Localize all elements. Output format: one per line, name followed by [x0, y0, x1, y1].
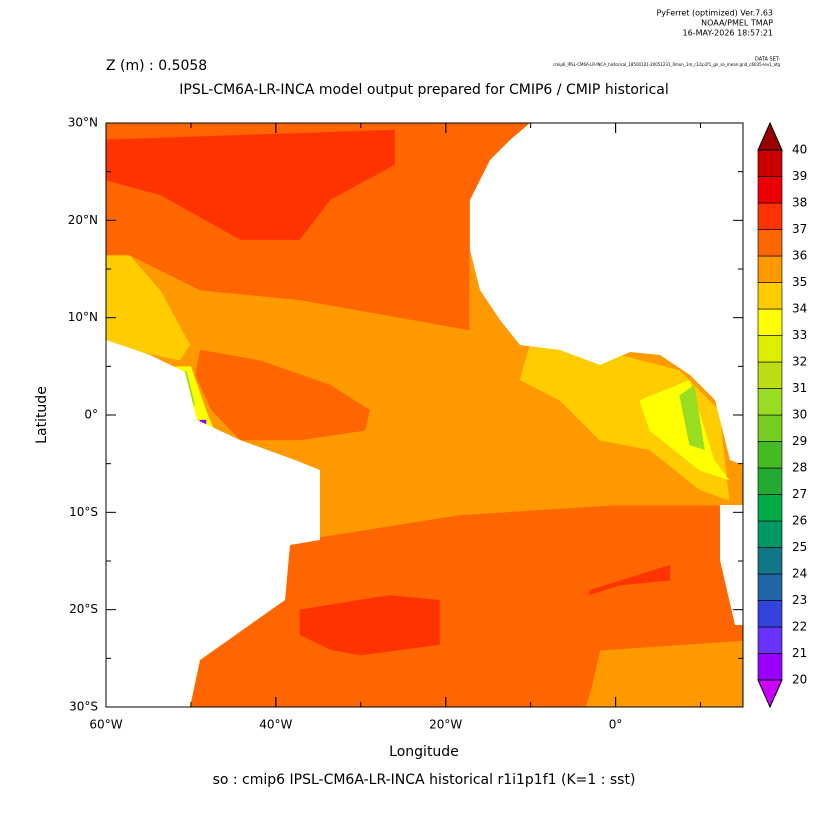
y-tick-label: 30°S [69, 700, 98, 714]
colorbar-swatch [757, 149, 783, 177]
colorbar-label: 27 [792, 487, 807, 501]
colorbar-label: 39 [792, 169, 807, 183]
y-tick-label: 30°N [68, 116, 98, 130]
colorbar-swatch [757, 467, 783, 495]
colorbar-swatch [757, 229, 783, 257]
colorbar-swatch [757, 414, 783, 442]
org: NOAA/PMEL TMAP [701, 19, 773, 28]
dataset: cmip6_IPSL-CM6A-LR-INCA_historical_18500… [553, 62, 780, 67]
salinity-region [299, 595, 440, 656]
colorbar-swatch [757, 573, 783, 601]
x-tick-label: 0° [609, 718, 623, 732]
software: PyFerret (optimized) Ver.7.63 [656, 9, 773, 18]
colorbar-swatch [757, 626, 783, 654]
colorbar-label: 22 [792, 620, 807, 634]
colorbar-label: 30 [792, 408, 807, 422]
south-america [106, 340, 320, 707]
colorbar-label: 31 [792, 381, 807, 395]
colorbar-swatch [757, 255, 783, 283]
x-tick-label: 20°W [429, 718, 462, 732]
colorbar-label: 32 [792, 355, 807, 369]
y-axis-label: Latitude [34, 386, 50, 444]
colorbar-label: 36 [792, 249, 807, 263]
date: 16-MAY-2026 18:57:21 [683, 29, 773, 38]
salinity-region [679, 384, 705, 451]
colorbar-swatch [757, 494, 783, 522]
colorbar-swatch [757, 335, 783, 363]
colorbar-swatch [757, 202, 783, 230]
colorbar-over [757, 121, 783, 151]
colorbar-swatch [757, 600, 783, 628]
salinity-region [106, 255, 191, 361]
colorbar-label: 29 [792, 434, 807, 448]
y-tick-label: 20°N [68, 213, 98, 227]
colorbar-label: 33 [792, 328, 807, 342]
land [106, 123, 743, 707]
colorbar-swatch [757, 653, 783, 681]
colorbar-under [757, 679, 783, 709]
colorbar-label: 21 [792, 646, 807, 660]
colorbar-swatch [757, 388, 783, 416]
colorbar-swatch [757, 520, 783, 548]
y-tick-label: 20°S [69, 602, 98, 616]
salinity-region [585, 640, 743, 707]
south-africa-coast [720, 505, 743, 625]
x-axis-label: Longitude [389, 744, 459, 760]
y-tick-label: 10°N [68, 310, 98, 324]
colorbar-label: 37 [792, 222, 807, 236]
colorbar-label: 28 [792, 461, 807, 475]
colorbar-label: 23 [792, 593, 807, 607]
depth: Z (m) : 0.5058 [106, 58, 207, 74]
africa [470, 123, 743, 465]
colorbar-swatch [757, 282, 783, 310]
axes: 60°W 40°W 20°W 0° 30°S 20°S 10°S 0° 10°N 20°N 30°N [68, 116, 744, 732]
colorbar-label: 35 [792, 275, 807, 289]
colorbar-swatch [757, 176, 783, 204]
colorbar-label: 20 [792, 673, 807, 687]
colorbar-swatch [757, 308, 783, 336]
y-tick-label: 0° [84, 408, 98, 422]
salinity-region [195, 349, 371, 441]
colorbar-label: 26 [792, 514, 807, 528]
colorbar-swatch [757, 361, 783, 389]
dataset-label: DATA SET: [755, 57, 780, 63]
footer: so : cmip6 IPSL-CM6A-LR-INCA historical … [213, 772, 636, 788]
x-tick-label: 60°W [89, 718, 122, 732]
salinity-region [589, 564, 670, 596]
colorbar-label: 38 [792, 196, 807, 210]
salinity-region [639, 379, 730, 481]
colorbar-label: 25 [792, 540, 807, 554]
colorbar: 20 21 22 23 24 25 26 27 28 29 30 31 32 33 34 35 36 37 38 39… [757, 121, 807, 709]
salinity-region [519, 344, 730, 501]
y-tick-label: 10°S [69, 505, 98, 519]
colorbar-label: 40 [792, 143, 807, 157]
chart-title: IPSL-CM6A-LR-INCA model output prepared … [179, 82, 669, 98]
colorbar-label: 34 [792, 302, 807, 316]
colorbar-swatch [757, 547, 783, 575]
x-tick-label: 40°W [259, 718, 292, 732]
salinity-region [106, 129, 395, 240]
colorbar-swatch [757, 441, 783, 469]
colorbar-label: 24 [792, 567, 807, 581]
